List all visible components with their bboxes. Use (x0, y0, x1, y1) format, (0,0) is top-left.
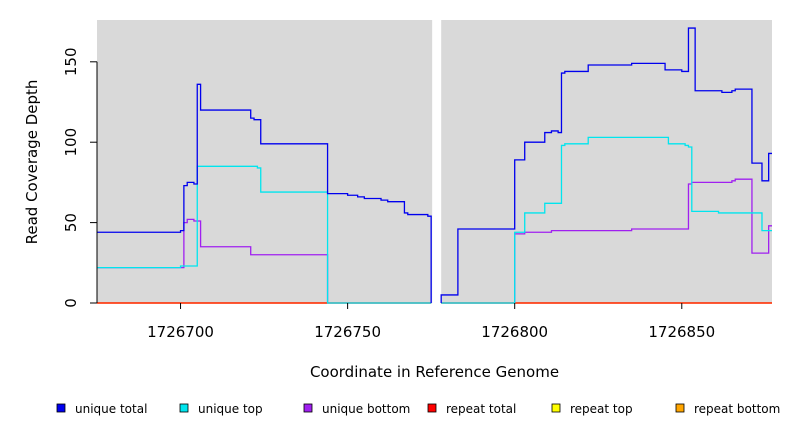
series-layer (97, 27, 772, 304)
y-axis-title: Read Coverage Depth (23, 80, 41, 245)
legend-item-repeat-bottom: repeat bottom (675, 402, 780, 416)
legend-label: unique bottom (322, 402, 410, 416)
legend-item-repeat-top: repeat top (551, 402, 633, 416)
legend-label: repeat bottom (694, 402, 780, 416)
plot-panel-right (441, 20, 772, 303)
legend-label: repeat top (570, 402, 633, 416)
y-tick-label: 150 (62, 47, 80, 76)
x-tick-label: 1726850 (648, 323, 715, 341)
legend-swatch (56, 403, 66, 413)
plot-panels (97, 20, 772, 303)
series-line-unique-total (97, 83, 432, 303)
legend: unique total unique top unique bottom repea… (56, 402, 780, 416)
legend-swatch (303, 403, 313, 413)
legend-item-unique-total: unique total (56, 402, 147, 416)
x-axis-title: Coordinate in Reference Genome (310, 363, 559, 381)
legend-swatch (551, 403, 561, 413)
x-axis: 1726700 1726750 1726800 1726850 (147, 303, 715, 341)
x-tick-label: 1726800 (481, 323, 548, 341)
y-axis: 0 50 100 150 (62, 47, 98, 308)
legend-label: repeat total (446, 402, 516, 416)
legend-label: unique top (198, 402, 263, 416)
series-line-unique-total (440, 27, 772, 303)
legend-item-unique-bottom: unique bottom (303, 402, 410, 416)
legend-label: unique total (75, 402, 147, 416)
legend-item-repeat-total: repeat total (427, 402, 516, 416)
legend-swatch (179, 403, 189, 413)
y-tick-label: 50 (62, 213, 80, 232)
legend-swatch (427, 403, 437, 413)
x-tick-label: 1726700 (147, 323, 214, 341)
x-tick-label: 1726750 (314, 323, 381, 341)
legend-item-unique-top: unique top (179, 402, 263, 416)
y-tick-label: 0 (62, 298, 80, 308)
series-line-unique-bottom (441, 178, 772, 304)
series-line-unique-top (97, 165, 432, 304)
plot-panel-left (97, 20, 433, 303)
legend-swatch (675, 403, 685, 413)
series-line-unique-top (441, 136, 772, 304)
y-tick-label: 100 (62, 128, 80, 157)
